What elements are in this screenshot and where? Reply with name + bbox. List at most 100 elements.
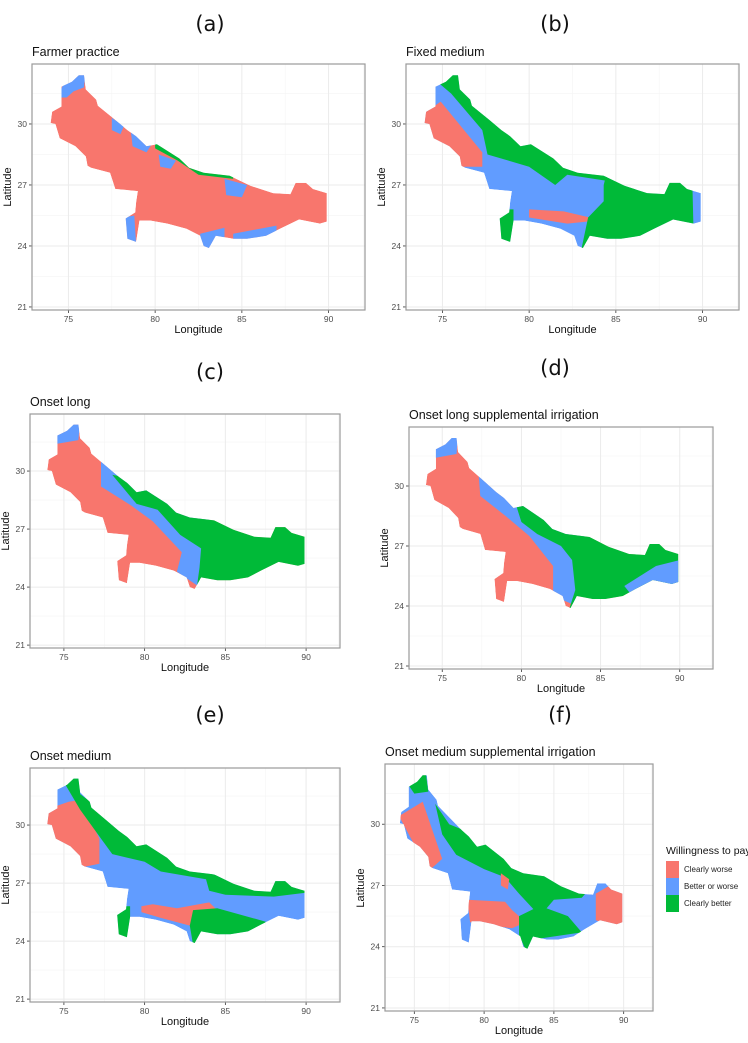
panel-border	[29, 767, 341, 1003]
map-panel-f: 75 80 85 90 21 24 27 30	[371, 763, 654, 1025]
x-tick-label: 90	[619, 1015, 629, 1025]
panel-label: (a)	[195, 12, 225, 36]
x-tick-label: 90	[675, 673, 685, 683]
region-better-or-worse	[399, 775, 623, 949]
x-tick-label: 85	[611, 314, 621, 324]
x-tick-label: 80	[517, 673, 527, 683]
zone-clearly-worse	[595, 885, 623, 931]
y-tick-label: 27	[16, 878, 26, 888]
legend-item-clearly-better: Clearly better	[666, 895, 748, 912]
x-tick-label: 85	[221, 1006, 231, 1016]
zone-clearly-better	[497, 209, 514, 246]
legend-key-clearly-worse	[666, 861, 679, 878]
map-panel-c: 75 80 85 90 21 24 27 30	[16, 413, 341, 662]
y-tick-label: 30	[16, 466, 26, 476]
panel-border	[408, 426, 714, 670]
map-panel-a: 75 80 85 90 21 24 27 30	[18, 63, 366, 324]
y-tick-label: 24	[16, 582, 26, 592]
zone-better-or-worse	[130, 132, 152, 153]
legend-key-better-or-worse	[666, 878, 679, 895]
y-tick-label: 21	[16, 640, 26, 650]
legend-item-better-or-worse: Better or worse	[666, 878, 748, 895]
region-map	[47, 424, 305, 589]
zone-clearly-better	[408, 775, 429, 794]
x-tick-label: 80	[140, 1006, 150, 1016]
panel-title: Onset medium	[30, 749, 112, 763]
zone-clearly-worse	[399, 801, 443, 872]
panel-title: Farmer practice	[32, 45, 120, 59]
legend-label: Clearly worse	[684, 865, 733, 874]
y-axis-title: Latitude	[376, 167, 388, 207]
x-axis-title: Longitude	[494, 1025, 544, 1037]
zone-clearly-better	[60, 778, 305, 897]
x-axis-title: Longitude	[160, 1016, 210, 1028]
x-axis-title: Longitude	[160, 662, 210, 674]
zone-clearly-worse	[467, 899, 526, 929]
y-tick-label: 27	[18, 180, 28, 190]
y-axis-title: Latitude	[379, 528, 391, 568]
y-tick-label: 24	[392, 241, 402, 251]
map-panel-b: 75 80 85 90 21 24 27 30	[392, 63, 740, 324]
panel-title: Onset medium supplemental irrigation	[385, 745, 596, 759]
y-tick-label: 27	[371, 880, 381, 890]
y-tick-label: 30	[18, 119, 28, 129]
x-tick-label: 90	[698, 314, 708, 324]
zone-better-or-worse	[158, 154, 176, 169]
zone-better-or-worse	[111, 117, 124, 135]
panel-border	[31, 63, 366, 311]
y-tick-label: 24	[16, 936, 26, 946]
panel-title: Fixed medium	[406, 45, 485, 59]
y-tick-label: 21	[371, 1003, 381, 1013]
zone-clearly-worse	[500, 873, 510, 890]
panel-label: (b)	[540, 12, 570, 36]
legend: Willingness to pay Clearly worse Better …	[666, 845, 748, 912]
x-tick-label: 90	[301, 1006, 311, 1016]
zone-better-or-worse	[200, 227, 225, 249]
y-tick-label: 30	[395, 481, 405, 491]
y-tick-label: 21	[392, 302, 402, 312]
y-tick-label: 27	[16, 524, 26, 534]
x-axis-title: Longitude	[536, 683, 586, 695]
y-axis-title: Latitude	[0, 511, 12, 551]
x-tick-label: 75	[410, 1015, 420, 1025]
x-tick-label: 85	[221, 652, 231, 662]
legend-key-clearly-better	[666, 895, 679, 912]
x-tick-label: 75	[64, 314, 74, 324]
x-tick-label: 75	[59, 652, 69, 662]
y-tick-label: 21	[16, 994, 26, 1004]
x-tick-label: 80	[479, 1015, 489, 1025]
y-tick-label: 24	[371, 942, 381, 952]
map-panel-e: 75 80 85 90 21 24 27 30	[16, 767, 341, 1016]
legend-title: Willingness to pay	[666, 845, 748, 857]
region-map	[47, 778, 305, 943]
y-tick-label: 21	[395, 661, 405, 671]
region-clearly-worse	[50, 75, 327, 248]
panel-border	[384, 763, 654, 1012]
zone-better-or-worse	[224, 178, 248, 198]
panel-border	[29, 413, 341, 649]
panel-label: (f)	[548, 703, 572, 727]
x-tick-label: 75	[438, 314, 448, 324]
y-tick-label: 24	[18, 241, 28, 251]
x-tick-label: 90	[324, 314, 334, 324]
x-tick-label: 80	[524, 314, 534, 324]
x-axis-title: Longitude	[548, 324, 597, 336]
panel-title: Onset long	[30, 395, 91, 409]
y-tick-label: 27	[395, 541, 405, 551]
zone-better-or-worse	[55, 424, 81, 444]
x-tick-label: 80	[140, 652, 150, 662]
panel-label: (e)	[195, 703, 225, 727]
zone-better-or-worse	[434, 438, 459, 458]
legend-item-clearly-worse: Clearly worse	[666, 861, 748, 878]
zone-better-or-worse	[478, 476, 585, 606]
x-tick-label: 75	[438, 673, 448, 683]
x-tick-label: 75	[59, 1006, 69, 1016]
zone-clearly-better	[115, 906, 131, 942]
x-tick-label: 80	[150, 314, 160, 324]
legend-label: Clearly better	[684, 899, 732, 908]
panel-border	[405, 63, 740, 311]
zone-clearly-worse	[424, 101, 483, 167]
x-tick-label: 85	[237, 314, 247, 324]
x-axis-title: Longitude	[174, 324, 223, 336]
